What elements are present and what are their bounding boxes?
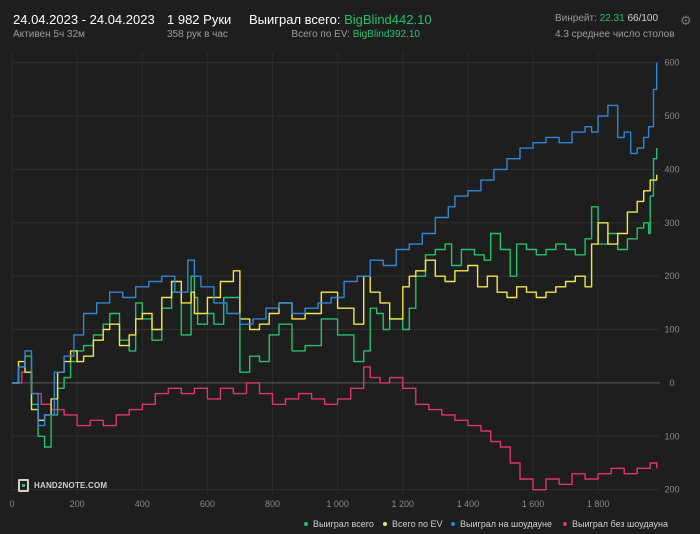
y-tick-label: 300: [664, 218, 679, 228]
legend-label: Всего по EV: [392, 519, 443, 529]
x-tick-label: 600: [200, 499, 215, 509]
hands-count: 1 982 Руки: [167, 12, 232, 27]
legend-dot-icon: [383, 522, 387, 526]
x-tick-label: 1 400: [457, 499, 480, 509]
legend-label: Выиграл на шоудауне: [460, 519, 552, 529]
x-tick-label: 0: [9, 499, 14, 509]
avg-tables: 4.3 среднее число столов: [555, 29, 675, 40]
y-tick-label: 200: [664, 485, 679, 495]
series-line-2: [12, 62, 658, 427]
legend-ev[interactable]: Всего по EV: [383, 519, 442, 529]
hand2note-logo-icon: [18, 479, 29, 492]
won-total-label: Выиграл всего:: [249, 12, 341, 27]
y-tick-label: 0: [669, 378, 674, 388]
ev-total-label: Всего по EV:: [291, 29, 350, 40]
x-tick-label: 1 800: [587, 499, 610, 509]
y-tick-label: 400: [664, 164, 679, 174]
active-time: Активен 5ч 32м: [13, 29, 85, 40]
winrate-label: Винрейт:: [555, 13, 597, 24]
legend-label: Выиграл без шоудауна: [572, 519, 668, 529]
won-total-value: BigBlind442.10: [344, 12, 432, 27]
legend-dot-icon: [304, 522, 308, 526]
hands-per-hour: 358 рук в час: [167, 29, 228, 40]
x-tick-label: 1 000: [326, 499, 349, 509]
ev-total-value: BigBlind392.10: [352, 29, 420, 40]
series-line-1: [12, 174, 658, 421]
x-tick-label: 200: [70, 499, 85, 509]
won-total: Выиграл всего: BigBlind442.10: [249, 12, 432, 27]
gear-icon[interactable]: ⚙: [680, 13, 692, 28]
chart-lines: [12, 62, 658, 491]
x-tick-label: 400: [135, 499, 150, 509]
winrate-value: 22.31: [599, 13, 625, 24]
logo-text: HAND2NOTE.COM: [34, 481, 108, 490]
legend-showdown[interactable]: Выиграл на шоудауне: [451, 519, 552, 529]
legend-won-total[interactable]: Выиграл всего: [304, 519, 374, 529]
date-range: 24.04.2023 - 24.04.2023: [13, 12, 155, 27]
y-tick-label: 500: [664, 111, 679, 121]
y-tick-label: 100: [664, 431, 679, 441]
legend-no-showdown[interactable]: Выиграл без шоудауна: [563, 519, 668, 529]
legend-label: Выиграл всего: [313, 519, 374, 529]
legend-dot-icon: [451, 522, 455, 526]
chart-ticks: 0 200 400 600 800 1 000 1 200 1 400 1 600 1 800 20…: [9, 58, 679, 509]
y-tick-label: 200: [664, 271, 679, 281]
y-tick-label: 600: [664, 58, 679, 68]
stats-header: 24.04.2023 - 24.04.2023 Активен 5ч 32м 1…: [0, 0, 700, 50]
y-tick-label: 100: [664, 325, 679, 335]
ev-total: Всего по EV: BigBlind392.10: [291, 29, 420, 40]
hand2note-logo: HAND2NOTE.COM: [18, 479, 107, 492]
x-tick-label: 800: [265, 499, 280, 509]
x-tick-label: 1 200: [391, 499, 414, 509]
x-tick-label: 1 600: [522, 499, 545, 509]
series-line-3: [12, 366, 658, 491]
winrate: Винрейт: 22.31 66/100: [555, 13, 658, 24]
chart-grid: [11, 52, 660, 495]
legend-dot-icon: [563, 522, 567, 526]
winrate-count: 66/100: [627, 13, 659, 24]
